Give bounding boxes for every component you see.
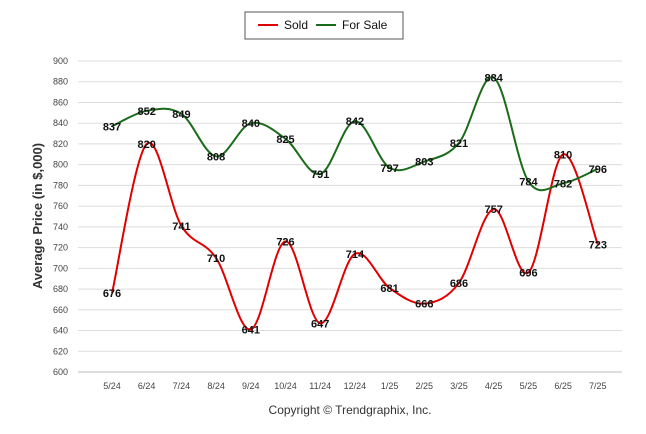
for-sale-data-label: 840 (242, 118, 260, 130)
sold-data-label: 696 (519, 267, 537, 279)
x-tick-label: 7/25 (589, 381, 607, 391)
y-tick-label: 800 (53, 160, 68, 170)
sold-data-label: 676 (103, 288, 121, 300)
x-tick-label: 2/25 (416, 381, 434, 391)
sold-data-label: 723 (589, 239, 607, 251)
for-sale-data-label: 852 (138, 106, 156, 118)
for-sale-data-label: 784 (519, 176, 538, 188)
x-tick-label: 6/24 (138, 381, 156, 391)
series-lines (111, 76, 599, 331)
y-tick-label: 820 (53, 139, 68, 149)
x-tick-label: 9/24 (242, 381, 260, 391)
grid (78, 60, 622, 373)
for-sale-data-label: 821 (450, 138, 468, 150)
for-sale-data-label: 808 (207, 151, 225, 163)
y-tick-label: 640 (53, 326, 68, 336)
for-sale-line (111, 76, 599, 192)
y-tick-label: 720 (53, 243, 68, 253)
sold-data-label: 741 (172, 221, 190, 233)
y-axis-ticks: 600 620 640 660 680 700 720 740 760 780 800 820 840 8… (53, 56, 68, 377)
x-tick-label: 4/25 (485, 381, 503, 391)
data-labels: 676 820 741 710 641 726 647 714 681 666 686 757 696 8… (103, 73, 607, 337)
legend-label-for-sale: For Sale (342, 18, 388, 32)
for-sale-data-label: 782 (554, 178, 572, 190)
sold-data-label: 641 (242, 324, 260, 336)
for-sale-data-label: 825 (276, 134, 294, 146)
sold-data-label: 710 (207, 253, 225, 265)
x-tick-label: 3/25 (450, 381, 468, 391)
y-tick-label: 740 (53, 222, 68, 232)
sold-line (111, 141, 599, 331)
x-tick-label: 7/24 (173, 381, 191, 391)
y-tick-label: 880 (53, 77, 68, 87)
x-tick-label: 6/25 (554, 381, 572, 391)
for-sale-data-label: 797 (380, 163, 398, 175)
sold-data-label: 757 (485, 204, 503, 216)
for-sale-data-label: 849 (172, 109, 190, 121)
x-tick-label: 8/24 (207, 381, 225, 391)
for-sale-data-label: 884 (485, 73, 504, 85)
sold-data-label: 686 (450, 278, 468, 290)
sold-data-label: 666 (415, 299, 433, 311)
for-sale-data-label: 791 (311, 169, 329, 181)
y-tick-label: 780 (53, 180, 68, 190)
y-tick-label: 620 (53, 346, 68, 356)
copyright-text: Copyright © Trendgraphix, Inc. (269, 403, 432, 417)
sold-data-label: 714 (346, 249, 365, 261)
x-tick-label: 5/24 (103, 381, 121, 391)
x-tick-label: 1/25 (381, 381, 399, 391)
x-tick-label: 12/24 (344, 381, 367, 391)
y-tick-label: 840 (53, 118, 68, 128)
y-tick-label: 860 (53, 97, 68, 107)
legend-label-sold: Sold (284, 18, 308, 32)
y-tick-label: 680 (53, 284, 68, 294)
x-tick-label: 11/24 (309, 381, 331, 391)
sold-data-label: 647 (311, 318, 329, 330)
legend: Sold For Sale (244, 11, 404, 40)
for-sale-data-label: 796 (589, 164, 607, 176)
for-sale-data-label: 842 (346, 116, 364, 128)
x-tick-label: 5/25 (520, 381, 538, 391)
x-axis-ticks: 5/24 6/24 7/24 8/24 9/24 10/24 11/24 12/24 1/25 2… (103, 381, 606, 391)
y-tick-label: 900 (53, 56, 68, 66)
sold-data-label: 820 (138, 139, 156, 151)
sold-data-label: 681 (380, 283, 398, 295)
for-sale-data-label: 837 (103, 121, 121, 133)
sold-data-label: 810 (554, 149, 572, 161)
for-sale-data-label: 803 (415, 157, 433, 169)
y-tick-label: 600 (53, 367, 68, 377)
y-axis-label: Average Price (in $,000) (30, 143, 45, 289)
x-tick-label: 10/24 (274, 381, 297, 391)
y-tick-label: 660 (53, 305, 68, 315)
sold-data-label: 726 (276, 236, 294, 248)
y-tick-label: 700 (53, 263, 68, 273)
y-tick-label: 760 (53, 201, 68, 211)
